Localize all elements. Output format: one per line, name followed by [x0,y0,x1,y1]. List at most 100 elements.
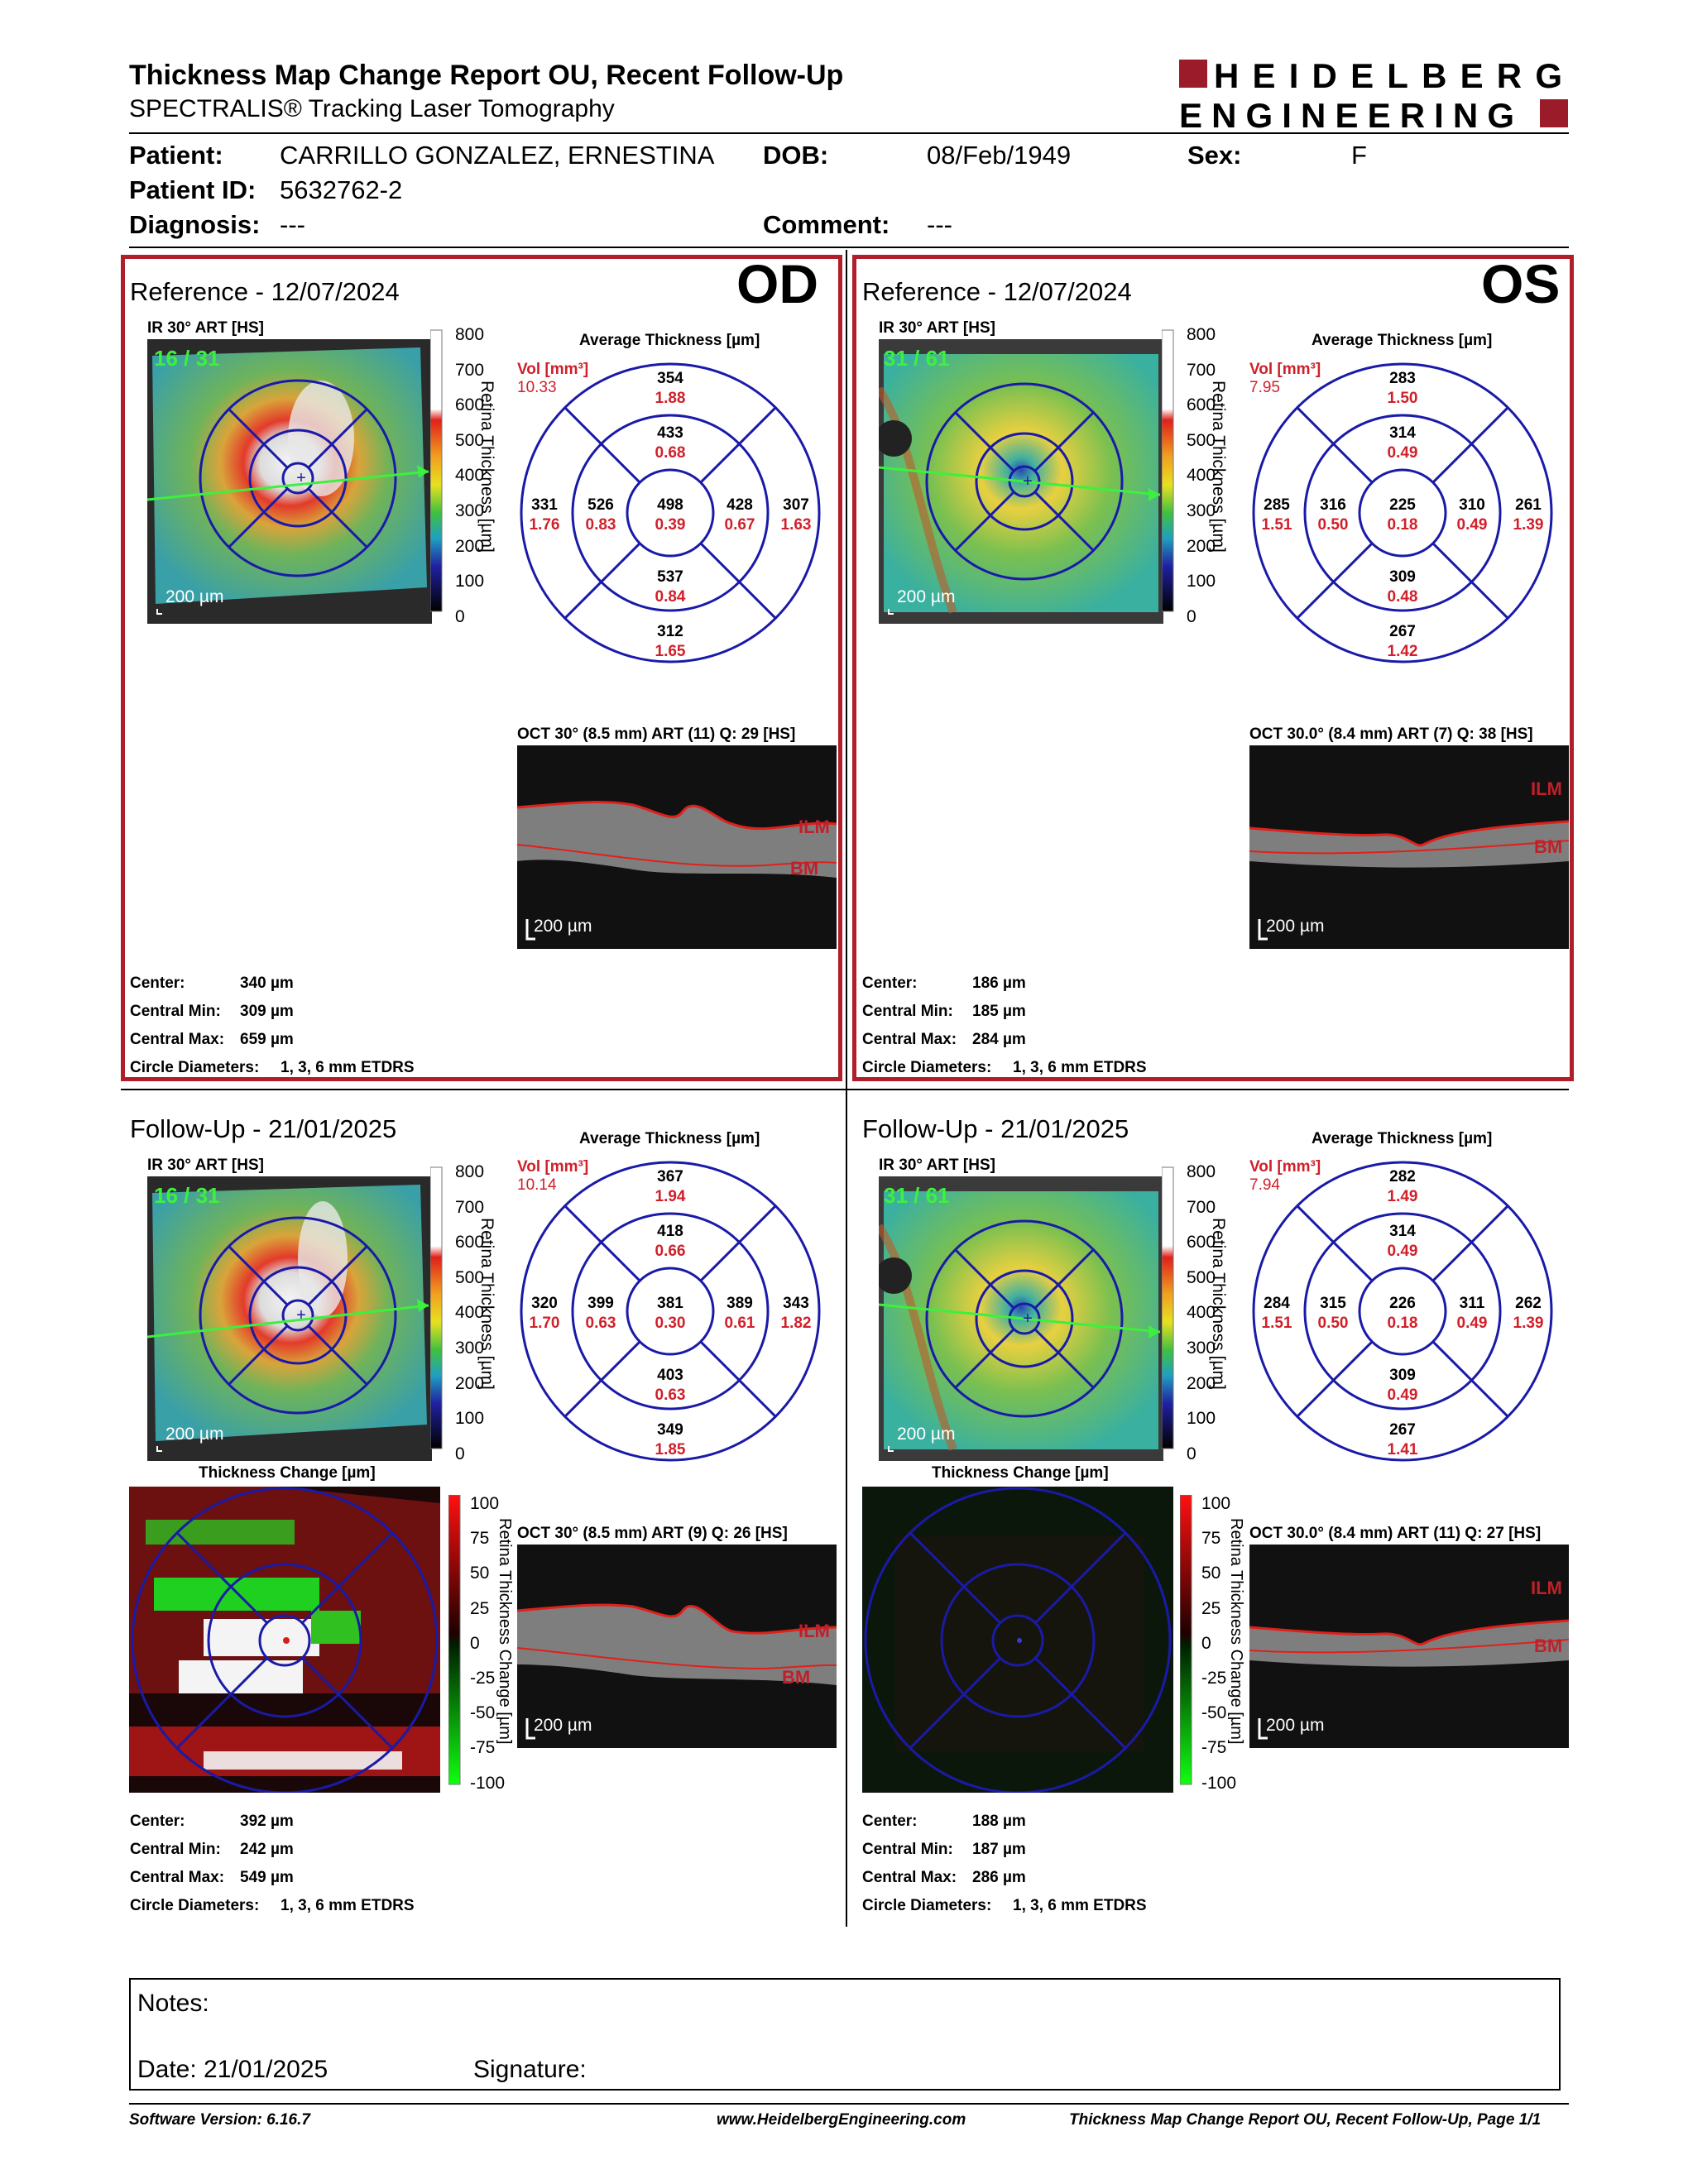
os-change-map [862,1487,1173,1793]
etdrs-right-i-volume: 0.49 [1457,1315,1488,1332]
patient-id-label: Patient ID: [129,175,257,204]
etdrs-center-volume: 0.18 [1388,516,1418,534]
od-ref-oct-scan: ILM BM 200 µm [517,745,837,949]
os-reference-frame [852,255,1574,1081]
etdrs-left-o-volume: 1.51 [1262,516,1292,534]
footer-software: Software Version: 6.16.7 [129,2111,310,2129]
diagnosis-value: --- [280,210,305,239]
od-change-map [129,1487,440,1793]
etdrs-right-o-volume: 1.39 [1513,516,1544,534]
etdrs-left-i-thickness: 526 [587,496,614,514]
od-reference-frame [121,255,842,1081]
etdrs-left-o-thickness: 331 [531,496,558,514]
etdrs-top-i-thickness: 433 [657,424,683,442]
os-ref-vol: Vol [mm³] 7.95 [1249,361,1321,396]
os-ref-title: Reference - 12/07/2024 [862,277,1132,306]
info-rule [129,247,1569,248]
etdrs-right-o-thickness: 262 [1515,1295,1542,1312]
os-fu-scale-label: Retina Thickness [µm] [1209,1218,1228,1390]
os-fu-ir-image: + 31 / 61 200 µm [879,1176,1163,1461]
os-fu-oct-title: OCT 30.0° (8.4 mm) ART (11) Q: 27 [HS] [1249,1525,1542,1542]
etdrs-left-o-volume: 1.51 [1262,1315,1292,1332]
report-title: Thickness Map Change Report OU, Recent F… [129,60,844,91]
etdrs-bot-o-volume: 1.65 [655,643,686,660]
etdrs-left-o-thickness: 285 [1264,496,1290,514]
os-fu-oct-scale: 200 µm [1266,1716,1324,1735]
od-fu-ilm-label: ILM [798,1621,830,1641]
comment-label: Comment: [763,210,890,239]
etdrs-right-o-volume: 1.39 [1513,1315,1544,1332]
etdrs-right-i-volume: 0.61 [725,1315,755,1332]
notes-box[interactable]: Notes: Date: 21/01/2025 Signature: [129,1978,1561,2091]
etdrs-center-thickness: 498 [657,496,683,514]
os-ref-oct-scale: 200 µm [1266,917,1324,936]
os-fu-title: Follow-Up - 21/01/2025 [862,1114,1129,1143]
etdrs-left-i-volume: 0.83 [586,516,616,534]
etdrs-bot-o-volume: 1.42 [1388,643,1418,660]
od-ref-ilm-label: ILM [798,817,830,837]
os-ref-avg-title: Average Thickness [µm] [1312,332,1493,349]
footer-page: Thickness Map Change Report OU, Recent F… [1069,2111,1542,2129]
patient-name: CARRILLO GONZALEZ, ERNESTINA [280,141,715,170]
od-fu-bm-label: BM [782,1667,810,1688]
od-fu-scale-bar: 200 µm [165,1425,223,1444]
etdrs-bot-o-volume: 1.41 [1388,1441,1418,1458]
os-fu-etdrs-grid: 282 1.49 314 0.49 284 1.51 315 0.50 226 0.18 311 0.… [1245,1154,1560,1473]
etdrs-top-o-volume: 1.88 [655,390,686,407]
etdrs-right-i-volume: 0.67 [725,516,755,534]
os-fu-scale-bar: 200 µm [897,1425,955,1444]
etdrs-right-i-thickness: 310 [1459,496,1485,514]
etdrs-right-o-volume: 1.63 [781,516,812,534]
os-fu-color-scale [1162,1166,1174,1449]
od-fu-ir-title: IR 30° ART [HS] [147,1157,264,1174]
etdrs-top-o-thickness: 354 [657,370,683,387]
etdrs-left-o-thickness: 320 [531,1295,558,1312]
od-ref-frame-count: 16 / 31 [154,346,220,371]
footer-website[interactable]: www.HeidelbergEngineering.com [717,2111,966,2129]
etdrs-top-i-volume: 0.66 [655,1243,686,1260]
etdrs-left-o-volume: 1.76 [530,516,560,534]
od-eye-label: OD [736,253,818,314]
notes-label: Notes: [137,1990,209,2017]
od-ref-ir-title: IR 30° ART [HS] [147,319,264,337]
sex-value: F [1351,141,1367,170]
od-fu-avg-title: Average Thickness [µm] [579,1130,760,1147]
od-ref-etdrs-grid: 354 1.88 433 0.68 331 1.76 526 0.83 498 0.39 428 0.… [513,356,827,674]
etdrs-right-o-thickness: 343 [783,1295,809,1312]
eye-divider [846,250,847,1927]
svg-text:+: + [1023,472,1033,491]
section-divider [121,1089,1569,1090]
od-ref-vol: Vol [mm³] 10.33 [517,361,589,396]
os-ref-ilm-label: ILM [1531,778,1562,799]
report-subtitle: SPECTRALIS® Tracking Laser Tomography [129,95,615,122]
etdrs-center-thickness: 225 [1389,496,1416,514]
od-ref-color-scale [430,329,443,612]
os-ref-ir-title: IR 30° ART [HS] [879,319,995,337]
os-ref-stats: Center: 186 µm Central Min: 185 µm Central… [862,975,1147,1076]
etdrs-right-o-thickness: 307 [783,496,809,514]
os-fu-avg-title: Average Thickness [µm] [1312,1130,1493,1147]
etdrs-top-i-volume: 0.49 [1388,444,1418,462]
od-ref-oct-title: OCT 30° (8.5 mm) ART (11) Q: 29 [HS] [517,726,796,743]
od-ref-stats: Center: 340 µm Central Min: 309 µm Central… [130,975,415,1076]
od-fu-title: Follow-Up - 21/01/2025 [130,1114,397,1143]
os-ref-scale-label: Retina Thickness [µm] [1209,381,1228,553]
header-rule [129,132,1569,134]
date-label: Date: 21/01/2025 [137,2056,328,2083]
logo-line1: HEIDELBERG [1214,56,1566,95]
etdrs-top-i-thickness: 418 [657,1223,683,1240]
od-ref-bm-label: BM [790,858,818,879]
sex-label: Sex: [1187,141,1242,170]
od-fu-ir-image: + 16 / 31 200 µm [147,1176,432,1461]
heidelberg-logo: HEIDELBERG ENGINEERING [1179,56,1568,132]
patient-id-value: 5632762-2 [280,175,403,204]
od-ref-oct-scale: 200 µm [534,917,592,936]
os-eye-label: OS [1481,253,1561,314]
od-fu-oct-scale: 200 µm [534,1716,592,1735]
patient-label: Patient: [129,141,223,170]
etdrs-top-i-thickness: 314 [1389,1223,1416,1240]
etdrs-top-o-volume: 1.49 [1388,1188,1418,1205]
os-ref-scale-bar: 200 µm [897,587,955,606]
etdrs-bot-i-thickness: 309 [1389,1367,1416,1384]
logo-line2: ENGINEERING [1179,96,1518,132]
